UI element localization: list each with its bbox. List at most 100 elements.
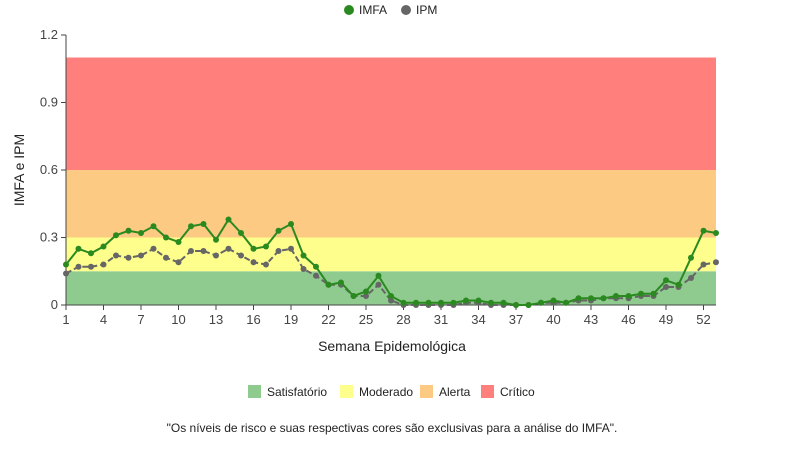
imfa-point[interactable]: [488, 299, 494, 306]
legend-label: IPM: [416, 3, 437, 17]
imfa-point[interactable]: [663, 277, 669, 284]
imfa-point[interactable]: [363, 288, 369, 295]
imfa-point[interactable]: [588, 295, 594, 302]
risk-band-1: [66, 237, 716, 272]
imfa-point[interactable]: [688, 254, 694, 261]
imfa-point[interactable]: [413, 299, 419, 306]
imfa-point[interactable]: [113, 232, 119, 239]
imfa-point[interactable]: [338, 279, 344, 286]
ipm-point[interactable]: [213, 252, 219, 259]
imfa-point[interactable]: [538, 299, 544, 306]
ipm-point[interactable]: [138, 252, 144, 259]
imfa-point[interactable]: [138, 230, 144, 236]
series-imfa: [63, 216, 719, 308]
ipm-point[interactable]: [250, 259, 257, 266]
imfa-point[interactable]: [563, 299, 569, 306]
ipm-point[interactable]: [713, 259, 719, 266]
imfa-point[interactable]: [75, 245, 82, 252]
ipm-point[interactable]: [375, 281, 382, 288]
imfa-point[interactable]: [63, 261, 69, 268]
imfa-point[interactable]: [313, 263, 319, 270]
ipm-point[interactable]: [288, 245, 294, 252]
imfa-point[interactable]: [713, 230, 719, 236]
imfa-point[interactable]: [600, 295, 607, 302]
imfa-point[interactable]: [175, 239, 182, 245]
risk-legend-item-0[interactable]: Satisfatório: [248, 385, 327, 399]
ipm-point[interactable]: [363, 293, 369, 299]
imfa-point[interactable]: [475, 297, 482, 304]
imfa-point[interactable]: [288, 221, 294, 227]
ipm-point[interactable]: [688, 275, 694, 281]
risk-note: "Os níveis de risco e suas respectivas c…: [167, 421, 618, 435]
imfa-point[interactable]: [263, 243, 269, 250]
imfa-point[interactable]: [350, 293, 357, 299]
y-tick-label: 0: [51, 297, 58, 312]
imfa-point[interactable]: [150, 223, 157, 230]
imfa-point[interactable]: [550, 297, 557, 304]
imfa-point[interactable]: [388, 293, 394, 299]
imfa-point[interactable]: [250, 245, 257, 252]
ipm-point[interactable]: [125, 254, 132, 261]
ipm-point[interactable]: [100, 261, 107, 268]
ipm-point[interactable]: [225, 245, 232, 252]
risk-legend[interactable]: Satisfatório Moderado Alerta Crítico: [248, 385, 535, 399]
imfa-point[interactable]: [275, 227, 282, 234]
ipm-point[interactable]: [75, 263, 82, 270]
ipm-point[interactable]: [663, 284, 669, 290]
imfa-point[interactable]: [463, 297, 469, 304]
ipm-point[interactable]: [263, 261, 269, 268]
imfa-point[interactable]: [325, 281, 332, 288]
imfa-point[interactable]: [500, 299, 507, 306]
imfa-point[interactable]: [638, 290, 644, 297]
imfa-point[interactable]: [700, 227, 707, 234]
imfa-point[interactable]: [163, 234, 169, 241]
imfa-point[interactable]: [88, 250, 94, 257]
imfa-point[interactable]: [575, 295, 582, 302]
imfa-point[interactable]: [625, 293, 632, 299]
imfa-point[interactable]: [438, 299, 444, 306]
imfa-point[interactable]: [188, 223, 194, 230]
ipm-point[interactable]: [188, 248, 194, 254]
risk-legend-item-3[interactable]: Crítico: [481, 385, 535, 399]
ipm-point[interactable]: [163, 254, 169, 261]
imfa-point[interactable]: [238, 230, 244, 236]
legend-item-imfa[interactable]: IMFA: [344, 3, 387, 17]
risk-legend-item-1[interactable]: Moderado: [340, 385, 413, 399]
x-tick-label: 10: [171, 312, 185, 327]
x-tick-label: 52: [696, 312, 710, 327]
ipm-point[interactable]: [313, 272, 319, 279]
imfa-point[interactable]: [675, 281, 682, 288]
ipm-point[interactable]: [275, 248, 282, 254]
risk-legend-item-2[interactable]: Alerta: [420, 385, 471, 399]
x-tick-label: 1: [62, 312, 69, 327]
ipm-point[interactable]: [150, 245, 157, 252]
ipm-point[interactable]: [113, 252, 119, 259]
imfa-point[interactable]: [613, 293, 619, 299]
imfa-point[interactable]: [513, 302, 519, 308]
imfa-point[interactable]: [450, 299, 457, 306]
imfa-point[interactable]: [125, 227, 132, 234]
imfa-point[interactable]: [375, 272, 382, 279]
series-legend[interactable]: IMFA IPM: [344, 3, 437, 17]
ipm-point[interactable]: [388, 297, 394, 304]
ipm-point[interactable]: [200, 248, 207, 254]
imfa-point[interactable]: [525, 302, 532, 308]
imfa-point[interactable]: [425, 299, 432, 306]
imfa-point[interactable]: [100, 243, 107, 250]
ipm-point[interactable]: [700, 261, 707, 268]
imfa-point[interactable]: [213, 236, 219, 243]
x-tick-label: 19: [284, 312, 298, 327]
ipm-point[interactable]: [63, 270, 69, 277]
ipm-point[interactable]: [175, 259, 182, 266]
ipm-point[interactable]: [238, 252, 244, 259]
imfa-point[interactable]: [225, 216, 232, 223]
ipm-point[interactable]: [88, 263, 94, 270]
risk-legend-label: Satisfatório: [267, 385, 327, 399]
risk-legend-label: Crítico: [500, 385, 535, 399]
imfa-point[interactable]: [300, 252, 307, 259]
legend-item-ipm[interactable]: IPM: [401, 3, 437, 17]
imfa-point[interactable]: [200, 221, 207, 227]
imfa-point[interactable]: [400, 299, 407, 306]
ipm-point[interactable]: [300, 266, 307, 272]
imfa-point[interactable]: [650, 290, 657, 297]
